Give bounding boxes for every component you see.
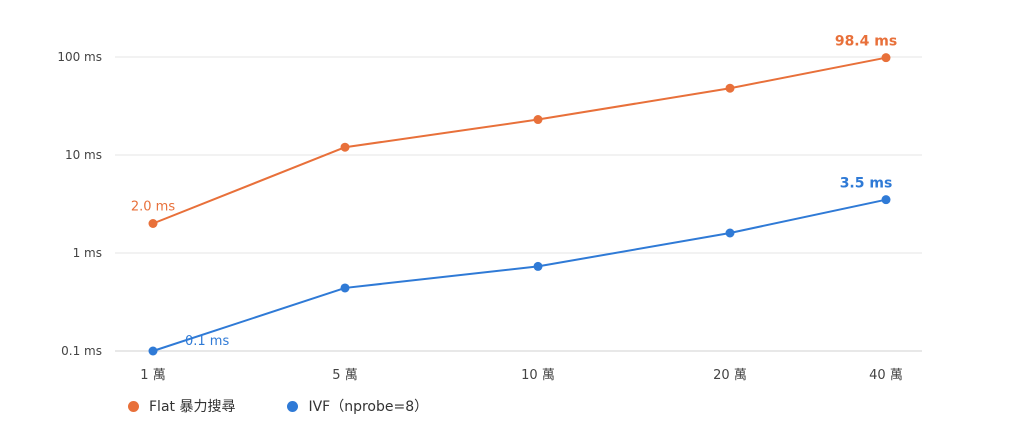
legend-label-flat: Flat 暴力搜尋 <box>149 399 236 415</box>
data-point <box>881 53 891 63</box>
data-point <box>725 228 735 238</box>
data-point <box>340 283 350 293</box>
data-point <box>533 261 543 271</box>
data-point <box>340 142 350 152</box>
data-point <box>148 218 158 228</box>
legend-swatch-ivf <box>287 400 299 412</box>
axis-layer: 0.1 ms 1 ms 10 ms 100 ms 1 萬 5 萬 10 萬 20 萬 40 萬 <box>57 50 922 383</box>
grid-layer <box>115 56 922 352</box>
y-tick-label: 10 ms <box>65 148 102 162</box>
data-label-layer: 2.0 ms 98.4 ms 0.1 ms 3.5 ms <box>131 34 897 349</box>
x-tick-label: 5 萬 <box>332 368 357 383</box>
legend: Flat 暴力搜尋 IVF（nprobe=8） <box>128 396 428 416</box>
legend-label-ivf: IVF（nprobe=8） <box>308 399 429 415</box>
x-tick-label: 10 萬 <box>521 368 555 383</box>
legend-item-flat: Flat 暴力搜尋 <box>128 396 235 416</box>
data-label: 98.4 ms <box>835 34 897 50</box>
legend-swatch-flat <box>128 400 139 412</box>
data-point <box>148 346 158 356</box>
x-tick-label: 40 萬 <box>869 368 903 383</box>
data-point <box>881 195 891 205</box>
series-line <box>152 56 887 225</box>
data-point <box>533 115 543 125</box>
y-tick-label: 0.1 ms <box>61 344 102 358</box>
data-label: 2.0 ms <box>131 199 175 214</box>
series-layer <box>148 53 891 356</box>
data-label: 0.1 ms <box>185 334 229 349</box>
y-tick-label: 100 ms <box>57 50 102 64</box>
y-tick-label: 1 ms <box>73 246 102 260</box>
legend-item-ivf: IVF（nprobe=8） <box>287 396 428 416</box>
data-label: 3.5 ms <box>840 176 893 192</box>
data-point <box>725 83 735 93</box>
x-tick-label: 20 萬 <box>713 368 747 383</box>
series-line <box>152 198 887 352</box>
x-tick-label: 1 萬 <box>140 368 165 383</box>
